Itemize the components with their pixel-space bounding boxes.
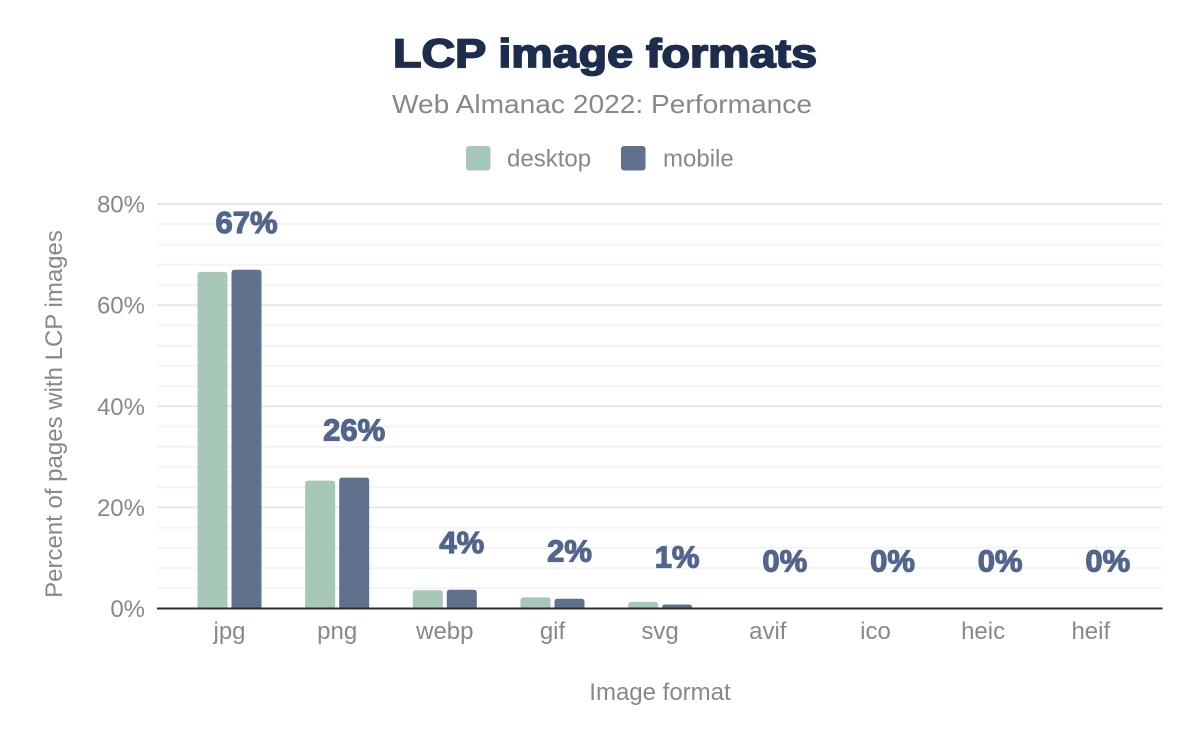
svg-text:heif: heif (1071, 618, 1110, 645)
svg-text:0%: 0% (762, 544, 807, 579)
svg-text:0%: 0% (870, 544, 915, 579)
svg-text:mobile: mobile (663, 146, 734, 173)
svg-text:4%: 4% (439, 525, 484, 560)
svg-text:20%: 20% (97, 495, 145, 522)
svg-text:ico: ico (860, 618, 891, 645)
svg-text:80%: 80% (97, 192, 145, 219)
svg-text:desktop: desktop (507, 146, 591, 173)
svg-text:Image format: Image format (589, 679, 731, 706)
svg-text:Web Almanac 2022: Performance: Web Almanac 2022: Performance (392, 89, 812, 119)
svg-text:0%: 0% (110, 596, 145, 623)
svg-text:Percent of pages with LCP imag: Percent of pages with LCP images (41, 230, 68, 598)
svg-text:png: png (317, 618, 357, 645)
svg-text:gif: gif (540, 618, 566, 645)
svg-text:2%: 2% (547, 534, 592, 569)
svg-text:heic: heic (961, 618, 1005, 645)
svg-text:svg: svg (641, 618, 678, 645)
svg-text:40%: 40% (97, 394, 145, 421)
svg-text:webp: webp (415, 618, 473, 645)
svg-text:1%: 1% (655, 540, 700, 575)
svg-text:0%: 0% (978, 544, 1023, 579)
svg-text:67%: 67% (215, 205, 277, 240)
svg-text:60%: 60% (97, 293, 145, 320)
svg-text:0%: 0% (1085, 544, 1130, 579)
svg-text:jpg: jpg (212, 618, 245, 645)
svg-text:LCP image formats: LCP image formats (393, 32, 817, 76)
svg-text:avif: avif (749, 618, 787, 645)
svg-text:26%: 26% (323, 413, 385, 448)
